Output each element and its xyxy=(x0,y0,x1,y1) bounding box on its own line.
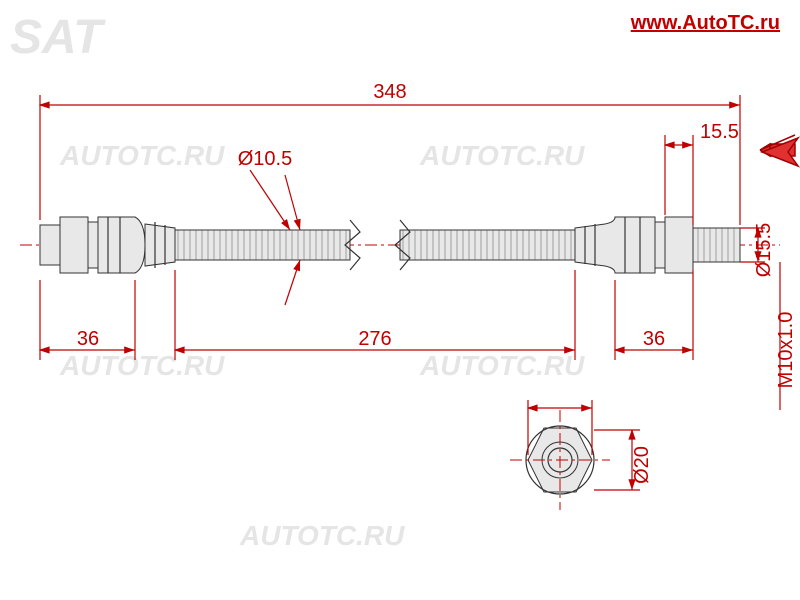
dim-overall-length: 348 xyxy=(373,81,406,103)
dim-top-small: 15.5 xyxy=(700,121,739,143)
dim-end-b: 36 xyxy=(643,328,665,350)
technical-drawing: 348 15.5 Ø10.5 36 276 36 Ø15.5 M10x1.0 xyxy=(0,0,800,600)
hose-segment-left xyxy=(175,230,350,260)
dim-hose-dia: Ø10.5 xyxy=(238,148,292,170)
nut-end-view xyxy=(510,410,610,510)
dim-end-a: 36 xyxy=(77,328,99,350)
hose-segment-right xyxy=(400,230,575,260)
dim-hose-len: 276 xyxy=(358,328,391,350)
dim-nut-dia: Ø20 xyxy=(631,446,653,484)
dim-thread: M10x1.0 xyxy=(775,312,797,389)
dim-end-dia: Ø15.5 xyxy=(753,223,775,277)
left-fitting xyxy=(40,217,175,273)
right-fitting xyxy=(575,217,740,273)
